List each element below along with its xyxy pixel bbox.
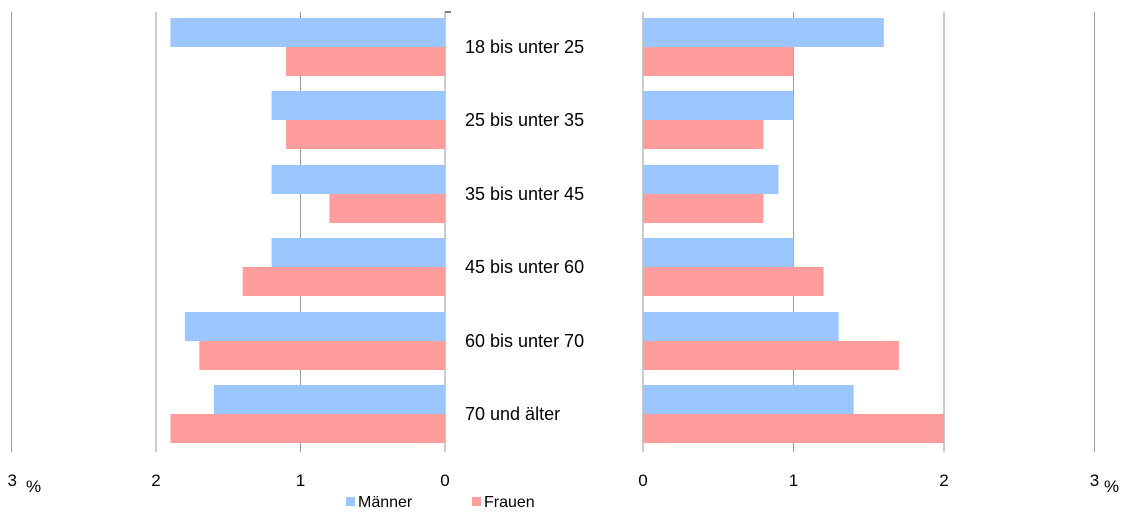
category-label-1: 25 bis unter 35 (465, 110, 584, 130)
right-bar-frauen-0 (643, 47, 794, 76)
legend-swatch-frauen (472, 497, 481, 506)
left-bar-frauen-5 (170, 414, 445, 443)
left-bar-maenner-1 (271, 91, 445, 120)
left-tick-label-0: 0 (440, 471, 449, 490)
left-bar-maenner-4 (184, 312, 445, 341)
left-bar-maenner-2 (271, 165, 445, 194)
left-bar-maenner-3 (271, 238, 445, 267)
category-label-5: 70 und älter (465, 404, 560, 424)
right-tick-label-0: 0 (638, 471, 647, 490)
right-bar-maenner-2 (643, 165, 779, 194)
left-tick-label-3: 3 (8, 471, 17, 490)
left-unit-label: % (26, 477, 41, 496)
right-bar-maenner-3 (643, 238, 794, 267)
left-bar-frauen-1 (286, 120, 445, 149)
right-bar-maenner-0 (643, 18, 884, 47)
right-bar-maenner-5 (643, 385, 854, 414)
right-bar-frauen-4 (643, 341, 899, 370)
left-tick-label-1: 1 (296, 471, 305, 490)
right-bar-frauen-5 (643, 414, 944, 443)
category-label-2: 35 bis unter 45 (465, 184, 584, 204)
right-bar-frauen-2 (643, 194, 764, 223)
legend-label-frauen: Frauen (484, 494, 535, 511)
left-bar-frauen-3 (242, 267, 445, 296)
left-bar-frauen-4 (199, 341, 445, 370)
legend-swatch-maenner (346, 497, 355, 506)
right-bar-frauen-3 (643, 267, 824, 296)
category-label-3: 45 bis unter 60 (465, 257, 584, 277)
legend-label-maenner: Männer (358, 494, 413, 511)
category-label-0: 18 bis unter 25 (465, 37, 584, 57)
right-tick-label-1: 1 (789, 471, 798, 490)
left-bar-frauen-2 (329, 194, 445, 223)
right-tick-label-2: 2 (939, 471, 948, 490)
right-unit-label: % (1104, 477, 1119, 496)
left-bar-maenner-0 (170, 18, 445, 47)
category-label-4: 60 bis unter 70 (465, 331, 584, 351)
left-bar-maenner-5 (213, 385, 445, 414)
left-bar-frauen-0 (286, 47, 445, 76)
right-tick-label-3: 3 (1090, 471, 1099, 490)
left-tick-label-2: 2 (151, 471, 160, 490)
right-bar-frauen-1 (643, 120, 764, 149)
right-bar-maenner-1 (643, 91, 794, 120)
right-bar-maenner-4 (643, 312, 839, 341)
